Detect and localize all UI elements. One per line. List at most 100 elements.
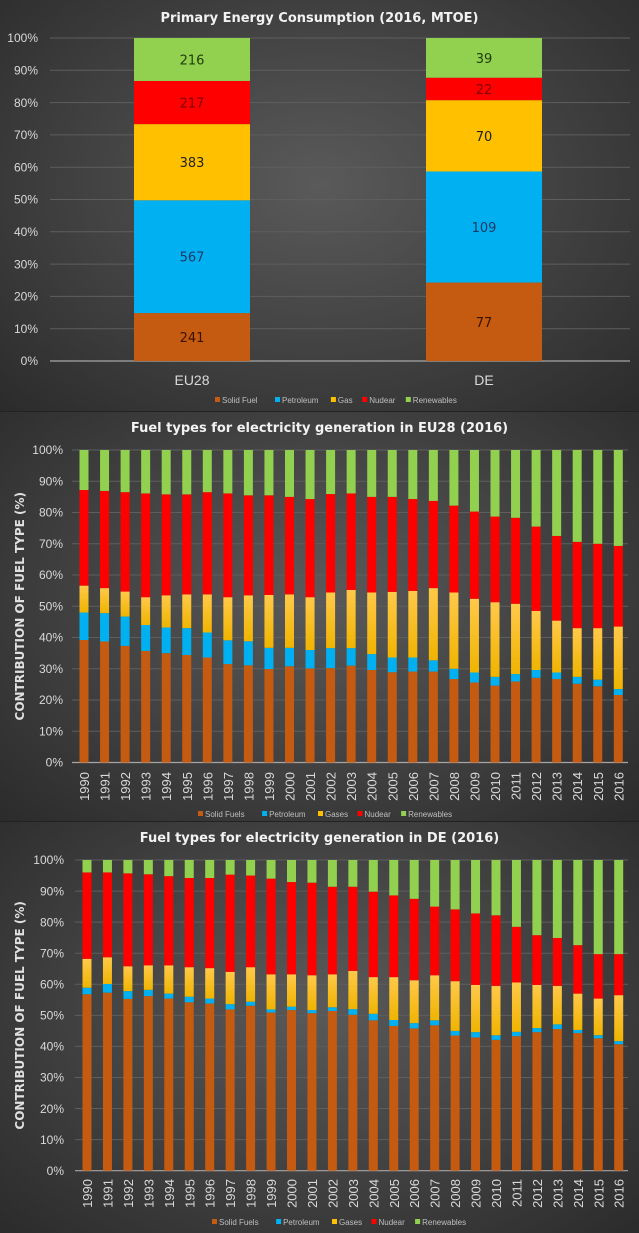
bar-segment-nuclear: [387, 496, 397, 592]
bar-segment-solid: [572, 683, 582, 763]
de-electricity-chart: Fuel types for electricity generation in…: [13, 831, 628, 1227]
x-tick-label: 2002: [325, 1179, 340, 1208]
bar-segment-solid: [367, 670, 377, 763]
bar-segment-petroleum: [552, 1024, 562, 1030]
bar-segment-petroleum: [613, 689, 623, 695]
bar-segment-nuclear: [223, 493, 233, 598]
legend-label: Gases: [325, 810, 348, 819]
bar-segment-nuclear: [613, 545, 623, 627]
bar-segment-petroleum: [327, 1007, 337, 1012]
bar-segment-nuclear: [490, 516, 500, 603]
x-tick-label: 2010: [488, 772, 503, 801]
bar-segment-nuclear: [141, 493, 151, 598]
x-tick-label: 1992: [118, 772, 133, 801]
bar-segment-solid: [491, 1039, 501, 1171]
bar-segment-renewables: [430, 860, 440, 907]
bar-segment-nuclear: [368, 891, 378, 978]
y-tick-label: 70%: [14, 128, 38, 142]
y-tick-label: 80%: [39, 506, 63, 520]
x-tick-label: 1992: [121, 1179, 136, 1208]
y-tick-label: 30%: [40, 1071, 64, 1085]
legend-label: Gases: [339, 1218, 362, 1227]
bar-segment-gas: [491, 985, 501, 1036]
bar-segment-gas: [79, 585, 89, 613]
chart-title: Fuel types for electricity generation in…: [140, 831, 499, 846]
y-tick-label: 10%: [39, 724, 63, 738]
bar-segment-renewables: [573, 860, 583, 946]
x-tick-label: 2014: [571, 1179, 586, 1208]
bar-segment-nuclear: [164, 876, 174, 966]
y-tick-label: 30%: [14, 257, 38, 271]
y-tick-label: 70%: [40, 946, 64, 960]
bar-segment-gas: [141, 597, 151, 625]
bar-segment-nuclear: [120, 492, 130, 592]
bar-segment-solid: [593, 1038, 603, 1171]
y-tick-label: 0%: [47, 1164, 65, 1178]
bar-segment-petroleum: [552, 672, 562, 680]
bar-segment-petroleum: [205, 998, 215, 1004]
bar-segment-solid: [305, 668, 315, 763]
bar-segment-petroleum: [100, 613, 110, 642]
bar-segment-petroleum: [389, 1020, 399, 1026]
legend-swatch-renewables: [405, 397, 411, 402]
bar-segment-gas: [326, 592, 336, 649]
bar-segment-gas: [408, 590, 418, 658]
bar-segment-renewables: [426, 38, 542, 78]
x-tick-label: 2012: [529, 772, 544, 801]
bar-segment-gas: [531, 610, 541, 670]
bar-segment-petroleum: [164, 993, 174, 999]
x-tick-label: 2016: [611, 772, 626, 801]
bar-segment-solid: [614, 1044, 624, 1171]
bar-segment-petroleum: [449, 668, 459, 680]
legend-swatch-gas: [332, 1219, 337, 1224]
bar-segment-renewables: [552, 860, 562, 938]
x-tick-label: 1995: [180, 772, 195, 801]
legend-label: Renewables: [422, 1218, 466, 1227]
legend-swatch-gas: [318, 811, 323, 816]
bar-segment-renewables: [511, 860, 521, 927]
bar-segment-renewables: [205, 860, 215, 879]
bar-segment-gas: [387, 591, 397, 658]
bar-segment-petroleum: [367, 654, 377, 670]
bar-segment-renewables: [449, 450, 459, 506]
bar-segment-gas: [305, 597, 315, 650]
bar-segment-renewables: [223, 450, 233, 494]
bar-segment-renewables: [368, 860, 378, 892]
x-tick-label: 1997: [223, 1179, 238, 1208]
bar-segment-renewables: [143, 860, 153, 875]
bar-segment-gas: [511, 982, 521, 1032]
y-tick-label: 40%: [40, 1040, 64, 1054]
bar-segment-gas: [223, 597, 233, 641]
x-tick-label: 1998: [241, 772, 256, 801]
bar-segment-nuclear: [511, 926, 521, 983]
y-tick-label: 80%: [40, 915, 64, 929]
bar-segment-solid: [246, 1005, 256, 1171]
bar-segment-petroleum: [469, 672, 479, 683]
bar-segment-renewables: [141, 450, 151, 494]
bar-segment-gas: [490, 602, 500, 677]
bar-segment-renewables: [305, 450, 315, 500]
bar-segment-solid: [141, 650, 151, 763]
bar-segment-nuclear: [327, 886, 337, 975]
bar-segment-renewables: [164, 860, 174, 877]
bar-segment-petroleum: [82, 987, 92, 995]
bar-segment-renewables: [161, 450, 171, 495]
legend-swatch-solid: [215, 397, 220, 402]
bar-segment-renewables: [593, 450, 603, 544]
bar-segment-gas: [430, 975, 440, 1021]
bar-segment-renewables: [287, 860, 296, 883]
bar-segment-petroleum: [387, 657, 397, 673]
bar-segment-renewables: [79, 450, 89, 490]
bar-segment-gas: [100, 588, 110, 614]
bar-segment-solid: [164, 998, 174, 1171]
bar-segment-solid: [326, 668, 336, 763]
bar-segment-solid: [511, 1036, 521, 1171]
x-tick-label: 2000: [285, 1179, 300, 1208]
bar-segment-solid: [409, 1028, 419, 1171]
legend-label: Nudear: [379, 1218, 406, 1227]
bar-segment-gas: [389, 977, 399, 1021]
bar-segment-nuclear: [182, 494, 192, 595]
legend-label: Nudear: [369, 396, 396, 405]
bar-segment-renewables: [307, 860, 317, 883]
y-tick-label: 60%: [40, 977, 64, 991]
